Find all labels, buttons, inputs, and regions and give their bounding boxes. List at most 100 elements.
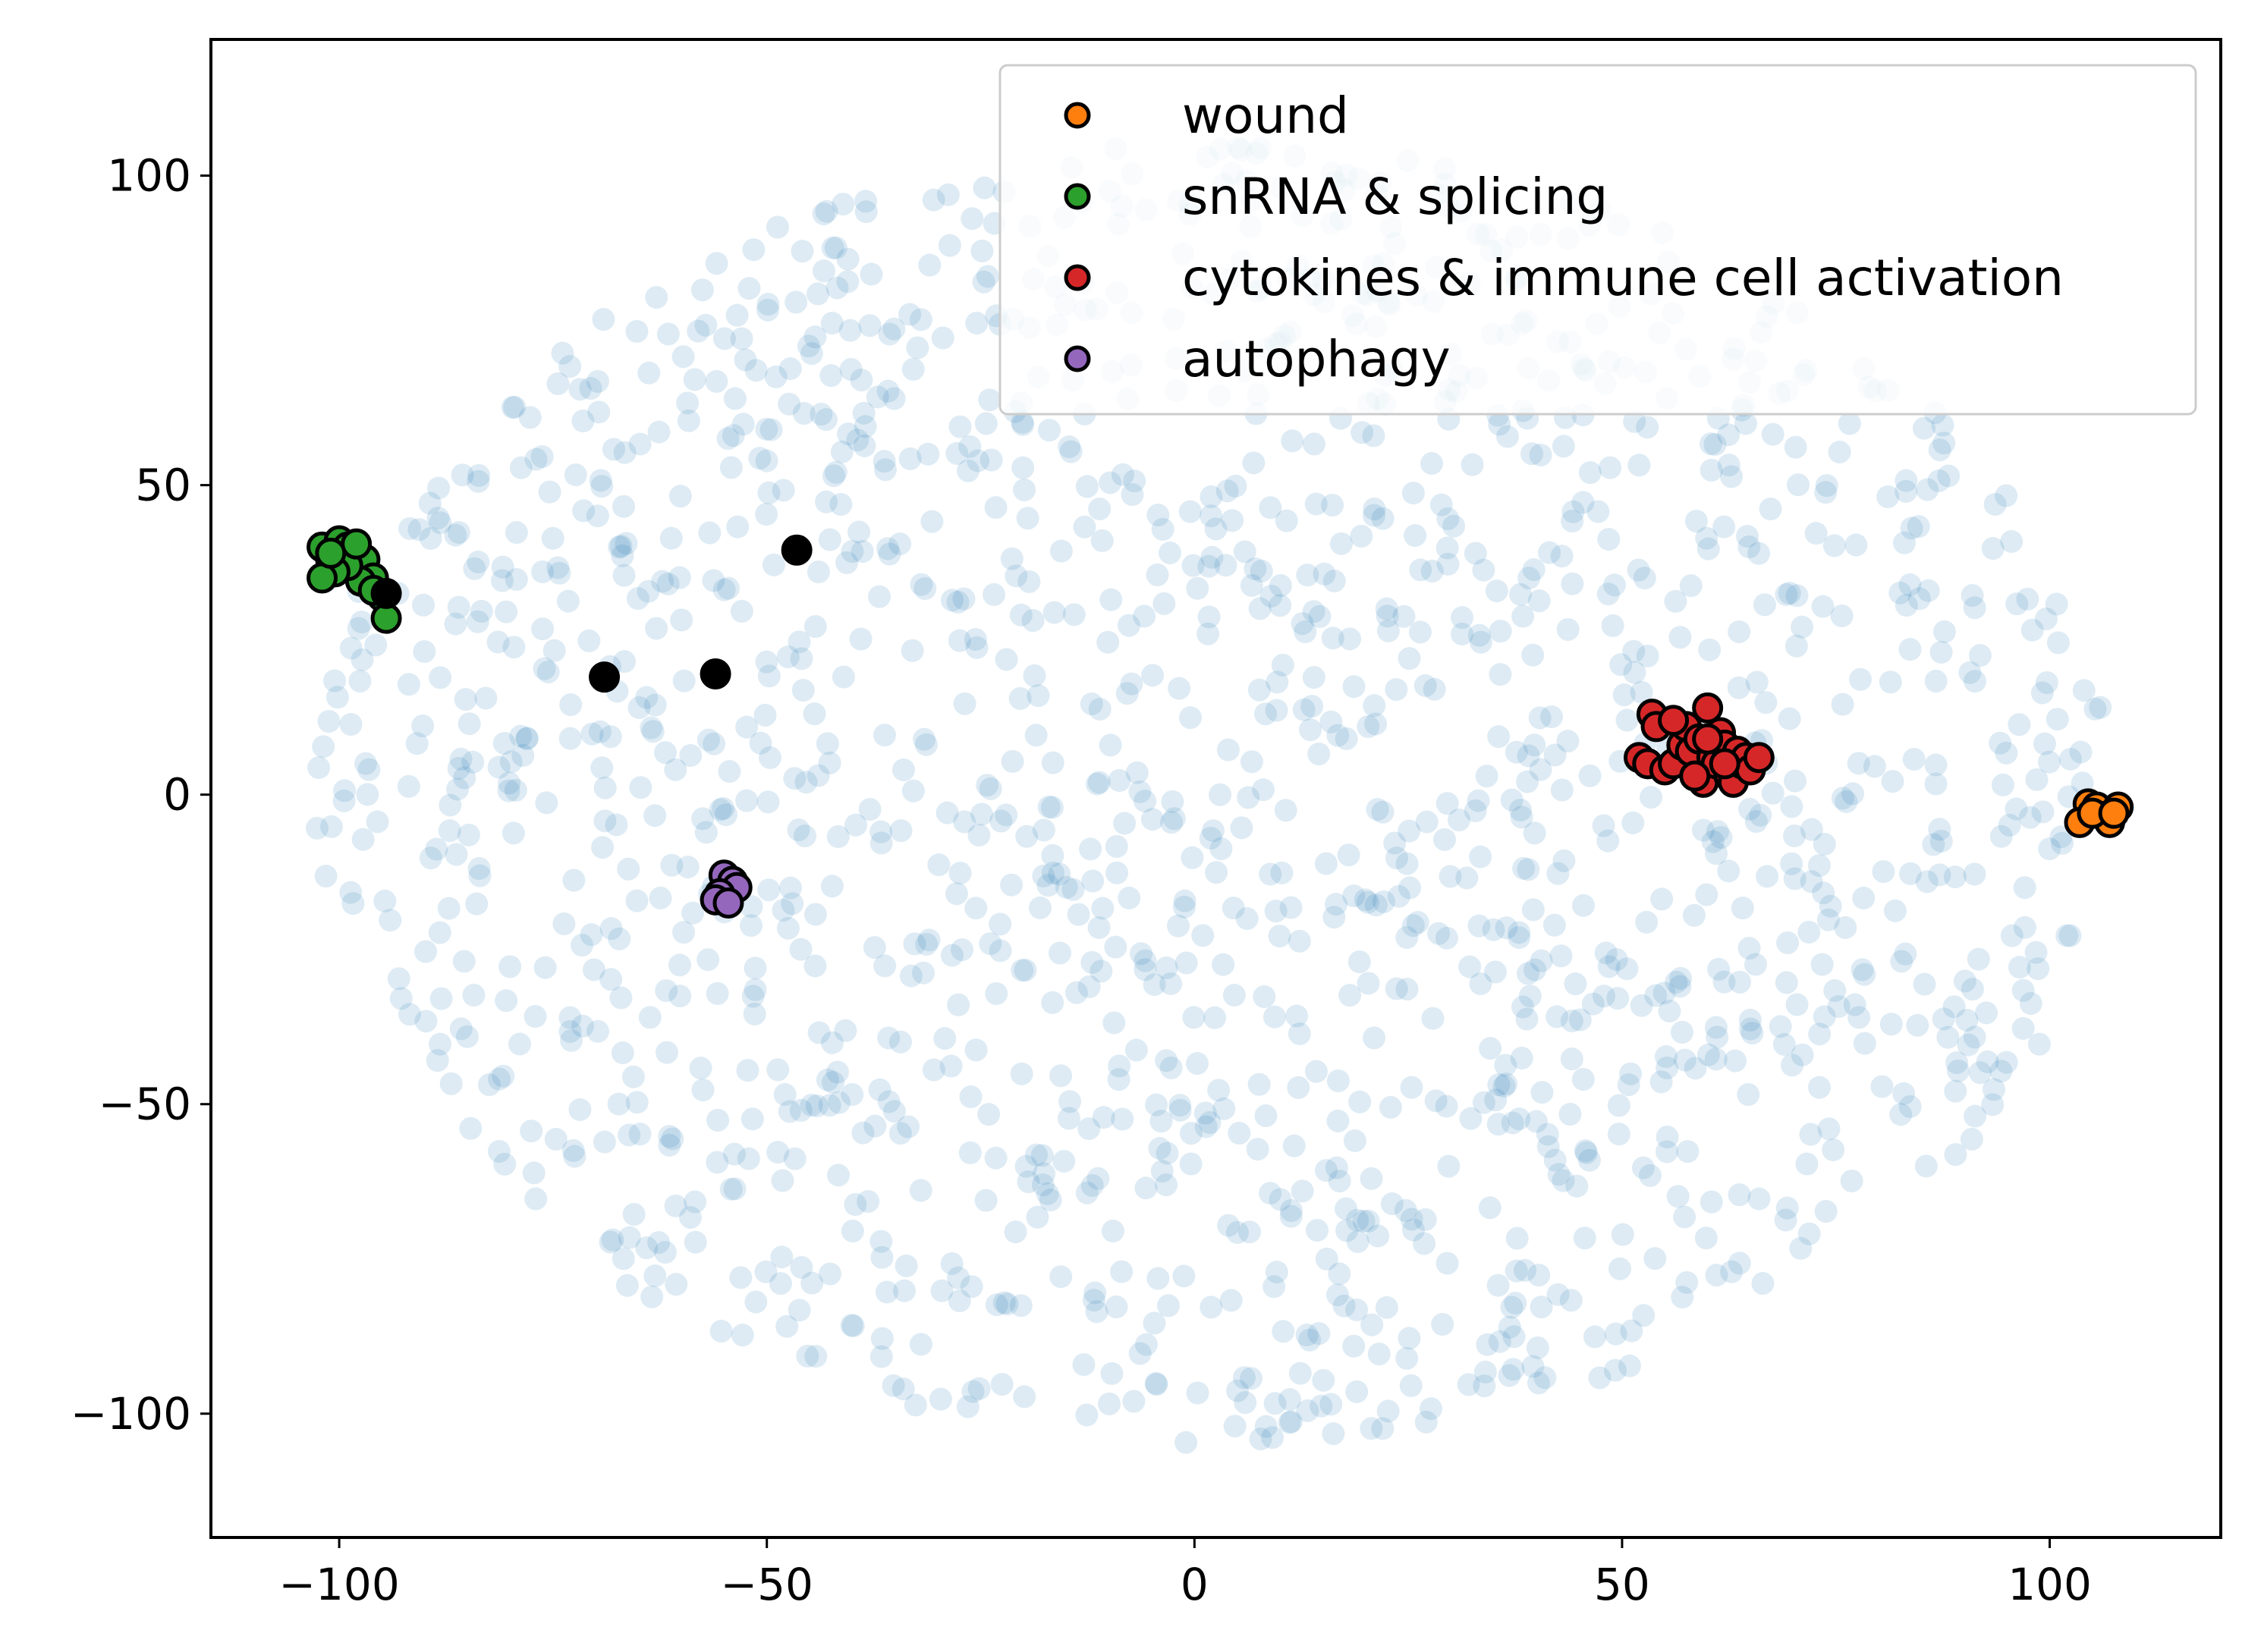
background-point [1049,1265,1073,1289]
background-point [1343,1129,1366,1152]
y-tick-label: −100 [71,1388,191,1440]
background-point [851,1121,875,1145]
background-point [474,686,498,710]
background-point [418,492,442,515]
background-point [1989,824,2013,848]
background-point [453,766,476,790]
background-point [1360,1417,1383,1440]
background-point [668,566,691,589]
background-point [1179,1152,1203,1176]
background-point [1246,1138,1269,1161]
background-point [593,776,617,799]
background-point [1960,1127,1983,1151]
background-point [1483,960,1507,984]
background-point [1181,554,1205,577]
background-point [339,636,363,660]
background-point [1238,1220,1262,1244]
background-point [602,438,625,461]
background-point [876,537,900,561]
background-point [1512,856,1536,880]
background-point [698,521,722,545]
background-point [1822,1138,1845,1161]
background-point [1627,454,1651,477]
background-point [2019,992,2042,1016]
background-point [1152,592,1176,615]
background-point [470,599,493,623]
background-point [1928,438,1951,462]
background-point [722,424,745,448]
background-point [1395,1346,1419,1370]
background-point [397,774,420,798]
background-point [1736,524,1759,548]
background-point [1543,743,1567,767]
background-point [1133,605,1156,628]
background-point [1537,541,1561,564]
background-point [1917,579,1940,602]
background-point [605,813,628,837]
background-point [1879,671,1902,694]
background-point [1928,818,1951,841]
background-point [1500,1296,1523,1319]
background-point [1248,597,1272,620]
background-point [1288,1361,1312,1385]
background-point [1658,999,1681,1022]
background-point [1895,469,1918,492]
background-point [1431,1312,1454,1336]
background-point [638,1006,662,1029]
background-point [1521,898,1545,922]
background-point [1008,686,1032,710]
background-point [1852,887,1876,910]
background-point [689,1057,712,1080]
background-point [649,887,672,910]
background-point [536,661,560,684]
background-point [1102,1011,1126,1035]
background-point [1737,937,1761,960]
background-point [1812,881,1835,905]
background-point [1285,1004,1309,1028]
background-point [492,1064,515,1088]
background-point [1363,1026,1386,1050]
background-point [515,727,539,750]
background-point [1615,708,1639,732]
point-autophagy [712,887,744,919]
background-point [1224,474,1247,498]
point-snrna-splicing [341,528,373,560]
background-point [1898,638,1922,661]
background-point [1173,889,1196,912]
background-point [915,933,939,956]
background-point [783,767,807,790]
background-point [1963,862,1986,886]
background-point [1704,1047,1728,1071]
background-point [1196,622,1220,645]
background-point [753,703,777,727]
background-point [1015,824,1039,848]
background-point [1098,1392,1121,1415]
background-point [1362,424,1385,448]
background-point [414,1010,438,1033]
background-point [1620,1319,1643,1343]
background-point [805,1094,829,1117]
background-point [1830,604,1854,627]
background-point [558,355,582,378]
background-point [2033,732,2057,755]
background-point [520,1120,543,1143]
background-point [1560,1009,1583,1032]
background-point [1927,469,1951,492]
background-point [1254,1415,1278,1438]
background-point [1694,1226,1718,1250]
background-point [1209,783,1232,806]
background-point [429,511,452,535]
background-point [875,1280,898,1304]
background-point [1981,1093,2005,1117]
background-point [1436,507,1460,530]
background-point [820,311,844,334]
background-point [1395,978,1419,1001]
background-point [1011,456,1035,479]
background-point [558,1006,582,1029]
background-point [1335,1219,1359,1242]
background-point [1172,895,1196,919]
background-point [778,1100,801,1123]
background-point [1312,1368,1335,1392]
background-point [829,493,853,517]
background-point [1461,453,1484,476]
